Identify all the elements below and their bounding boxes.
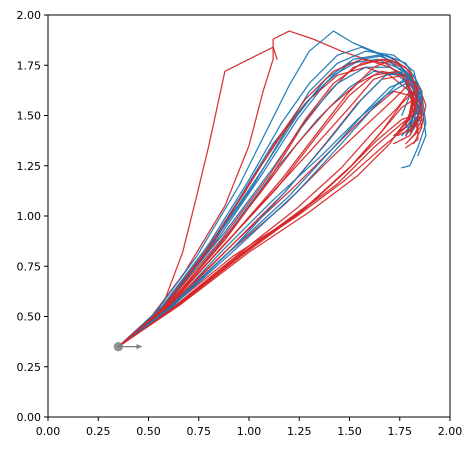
start-point-marker (113, 341, 124, 352)
y-tick-label: 0.00 (17, 411, 42, 424)
x-tick-label: 0.00 (36, 425, 61, 438)
axes: 0.00 0.25 0.50 0.75 1.00 1.25 1.50 1.75 2.00 0.00… (17, 9, 463, 438)
y-tick-label: 0.75 (17, 260, 42, 273)
direction-arrow-head (136, 344, 143, 350)
x-tick-label: 0.75 (187, 425, 212, 438)
series-line-30 (117, 58, 419, 348)
y-tick-label: 1.50 (17, 110, 42, 123)
series-line-23 (117, 66, 419, 348)
y-tick-label: 0.25 (17, 361, 42, 374)
series-line-16 (117, 74, 423, 348)
overlay-marks (113, 341, 143, 352)
series-line-29 (117, 70, 419, 348)
x-tick-label: 0.25 (86, 425, 111, 438)
series-line-10 (117, 70, 423, 348)
x-tick-label: 1.00 (237, 425, 262, 438)
x-tick-label: 1.75 (388, 425, 413, 438)
series-line-31 (117, 90, 423, 348)
y-tick-label: 0.50 (17, 311, 42, 324)
x-tick-label: 1.25 (287, 425, 312, 438)
series-line-5 (117, 58, 427, 348)
y-tick-label: 1.00 (17, 210, 42, 223)
series-line-24 (117, 122, 419, 348)
y-tick-label: 1.75 (17, 59, 42, 72)
series-line-26 (117, 74, 423, 348)
y-tick-label: 2.00 (17, 9, 42, 22)
series-line-25 (117, 58, 415, 348)
x-tick-label: 2.00 (438, 425, 463, 438)
x-tick-label: 0.50 (136, 425, 161, 438)
trajectory-lines (117, 30, 427, 348)
x-tick-label: 1.50 (337, 425, 362, 438)
y-tick-label: 1.25 (17, 160, 42, 173)
